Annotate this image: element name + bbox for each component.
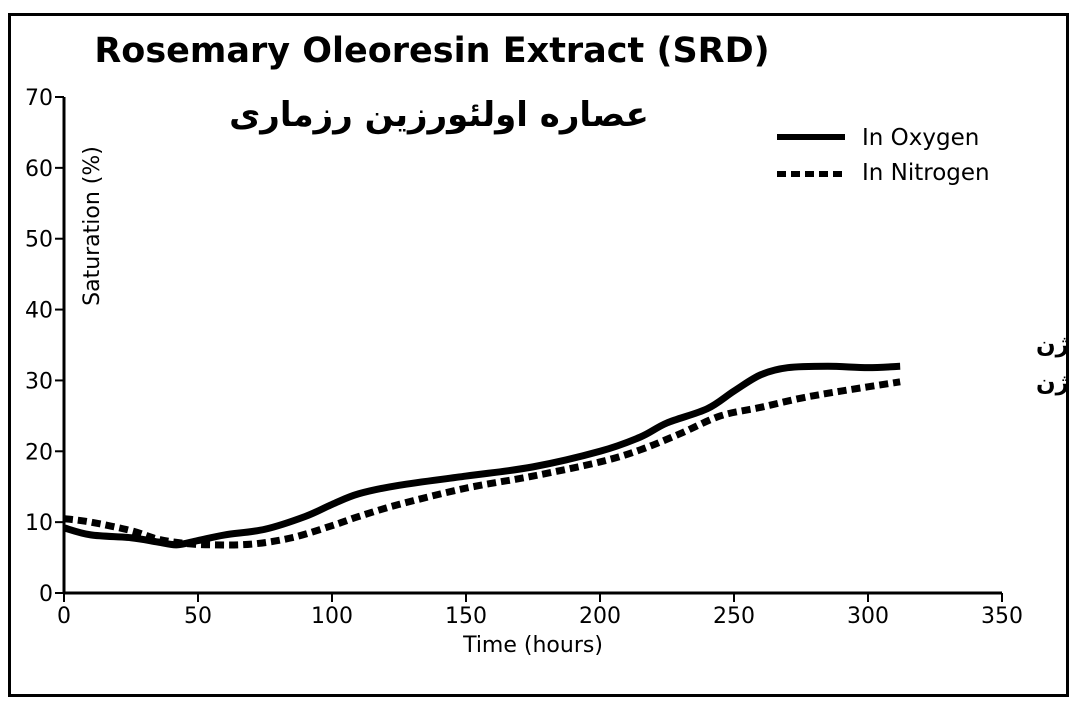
y-tick-label: 60 xyxy=(25,157,53,182)
y-tick-label: 70 xyxy=(25,86,53,111)
legend-label-oxygen: In Oxygen xyxy=(862,125,979,151)
data-point-nitrogen xyxy=(211,544,212,545)
chart-subtitle: عصاره اولئورزین رزماری xyxy=(229,95,649,135)
x-tick-label: 250 xyxy=(713,604,755,629)
x-axis-label: Time (hours) xyxy=(462,633,603,658)
x-tick-label: 200 xyxy=(579,604,621,629)
annotation-oxygen: در اکسیژن xyxy=(1036,332,1066,358)
legend-label-nitrogen: In Nitrogen xyxy=(862,160,990,186)
x-tick-label: 150 xyxy=(445,604,487,629)
x-tick-label: 350 xyxy=(981,604,1023,629)
y-tick-label: 50 xyxy=(25,228,53,253)
y-tick-label: 20 xyxy=(25,440,53,465)
legend: In Oxygen In Nitrogen xyxy=(777,125,990,186)
y-tick-label: 10 xyxy=(25,511,53,536)
x-tick-label: 0 xyxy=(57,604,71,629)
chart-frame: Rosemary Oleoresin Extract (SRD) عصاره ا… xyxy=(8,13,1069,697)
y-tick-label: 40 xyxy=(25,299,53,324)
series-line-nitrogen xyxy=(63,378,901,549)
y-tick-label: 0 xyxy=(39,582,53,607)
x-tick-label: 300 xyxy=(847,604,889,629)
chart-title: Rosemary Oleoresin Extract (SRD) xyxy=(94,31,769,71)
y-axis: 0 10 20 30 40 50 60 70 xyxy=(25,86,66,607)
series-layer xyxy=(63,362,901,549)
data-point-nitrogen xyxy=(90,522,91,523)
x-tick-label: 50 xyxy=(184,604,212,629)
annotation-nitrogen: در نیتروژن xyxy=(1036,370,1066,396)
x-axis: 0 50 100 150 200 250 300 350 xyxy=(57,591,1023,629)
data-point-nitrogen xyxy=(131,530,132,531)
x-tick-label: 100 xyxy=(311,604,353,629)
line-chart: Rosemary Oleoresin Extract (SRD) عصاره ا… xyxy=(25,31,1066,658)
series-line-oxygen xyxy=(63,362,901,549)
y-tick-label: 30 xyxy=(25,369,53,394)
y-axis-label: Saturation (%) xyxy=(80,146,105,306)
